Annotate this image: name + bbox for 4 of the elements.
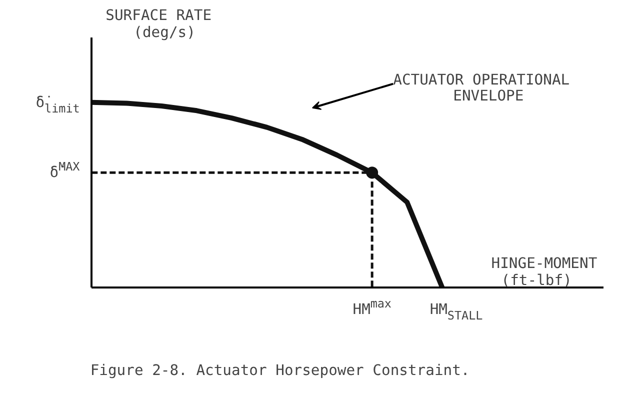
annotation: ACTUATOR OPERATIONAL ENVELOPE <box>393 72 570 105</box>
text: Figure 2-8. Actuator Horsepower Constraint. <box>90 362 470 380</box>
x-axis-title: HINGE-MOMENT (ft-lbf) <box>491 254 598 289</box>
y-axis-title: SURFACE RATE (deg/s) <box>106 7 212 42</box>
